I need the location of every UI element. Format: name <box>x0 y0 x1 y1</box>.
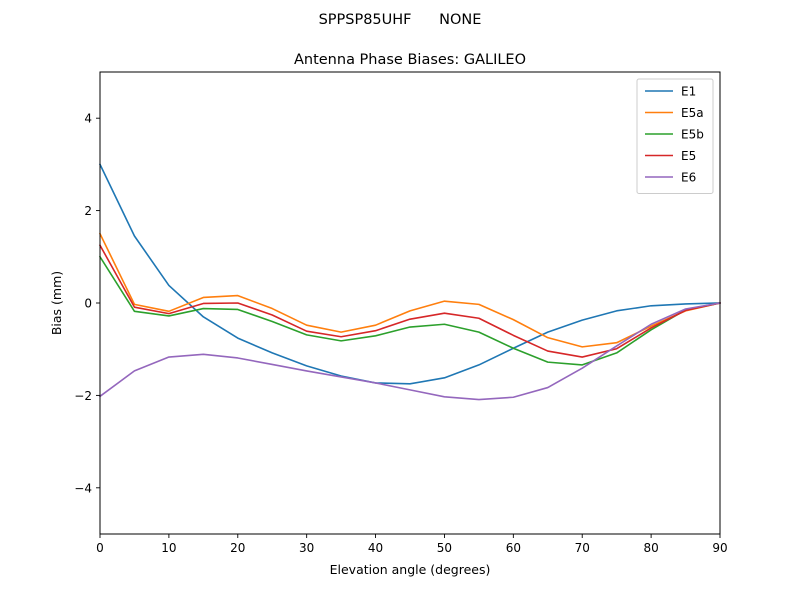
x-tick-label: 80 <box>643 541 658 555</box>
y-tick-label: 0 <box>84 297 92 311</box>
x-axis-ticks: 0 10 20 30 40 50 60 70 80 90 <box>96 534 728 555</box>
series-line-e6 <box>98 302 721 401</box>
x-tick-label: 20 <box>230 541 245 555</box>
legend-box <box>636 78 714 194</box>
legend-label-e5b: E5b <box>681 128 704 142</box>
legend-label-e1: E1 <box>681 85 696 99</box>
plot-frame <box>99 71 721 535</box>
series-line-e5 <box>98 244 721 358</box>
legend: E1 E5a E5b E5 E6 <box>636 78 714 194</box>
x-axis-label: Elevation angle (degrees) <box>330 562 491 577</box>
figure-suptitle: SPPSP85UHF NONE <box>319 12 482 28</box>
x-tick-label: 40 <box>368 541 383 555</box>
x-tick-label: 10 <box>161 541 176 555</box>
series-line-e5a <box>98 232 721 348</box>
y-tick-label: 4 <box>84 112 92 126</box>
x-tick-label: 90 <box>712 541 727 555</box>
series-line-e1 <box>98 163 721 385</box>
x-tick-label: 70 <box>575 541 590 555</box>
series-line-e5b <box>98 255 721 366</box>
legend-label-e5a: E5a <box>681 106 704 120</box>
legend-label-e5: E5 <box>681 149 696 163</box>
x-tick-label: 60 <box>506 541 521 555</box>
y-axis-label: Bias (mm) <box>49 271 64 335</box>
x-tick-label: 0 <box>96 541 104 555</box>
y-tick-label: 2 <box>84 204 92 218</box>
legend-label-e6: E6 <box>681 171 696 185</box>
series-lines <box>98 163 721 401</box>
y-tick-label: −2 <box>74 389 92 403</box>
y-axis-ticks: −4 −2 0 2 4 <box>74 112 100 495</box>
y-tick-label: −4 <box>74 481 92 495</box>
x-tick-label: 50 <box>437 541 452 555</box>
chart-title: Antenna Phase Biases: GALILEO <box>294 52 526 68</box>
x-tick-label: 30 <box>299 541 314 555</box>
